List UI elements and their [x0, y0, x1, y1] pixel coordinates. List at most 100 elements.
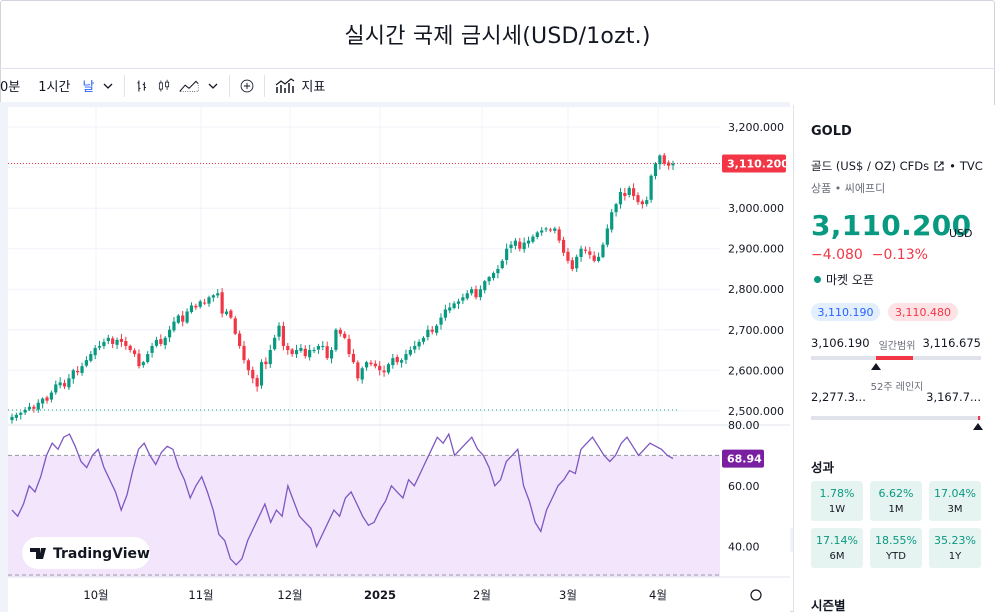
candle-body	[645, 200, 649, 204]
candle-body	[426, 329, 430, 338]
week52-high: 3,167.7...	[926, 390, 981, 404]
chart-pane[interactable]: 3,200.0003,100.0003,000.0002,900.0002,80…	[8, 107, 790, 612]
candle-body	[41, 398, 45, 404]
bid-price-badge: 3,110.190	[811, 303, 880, 321]
price-chart-svg[interactable]: 3,200.0003,100.0003,000.0002,900.0002,80…	[8, 107, 790, 612]
candle-body	[189, 305, 194, 313]
candle-body	[399, 360, 404, 363]
performance-cell[interactable]: 17.14% 6M	[811, 528, 863, 568]
candle-body	[369, 362, 373, 365]
candle-body	[338, 329, 342, 334]
day-high: 3,116.675	[922, 336, 981, 350]
candle-body	[281, 325, 286, 346]
symbol-description: 골드 (US$ / OZ) CFDs	[811, 159, 930, 173]
performance-cell[interactable]: 6.62% 1M	[870, 481, 922, 521]
candle-body	[658, 155, 662, 165]
settings-gear-icon[interactable]	[750, 589, 762, 601]
candle-body	[662, 155, 666, 164]
candle-body	[483, 281, 487, 291]
time-axis-label: 12월	[277, 588, 302, 602]
bullet-separator: •	[949, 159, 956, 173]
external-link-icon[interactable]	[933, 160, 945, 172]
candle-body	[316, 345, 321, 350]
performance-cell[interactable]: 35.23% 1Y	[929, 528, 981, 568]
bar-chart-style-button[interactable]	[131, 75, 153, 97]
current-price-tag	[722, 154, 786, 173]
last-price: 3,110.200	[811, 209, 972, 242]
candle-chart-style-button[interactable]	[153, 75, 175, 97]
candle-body	[303, 348, 307, 357]
price-axis-label: 2,900.000	[728, 243, 784, 256]
candle-body	[76, 370, 80, 373]
exchange-name: TVC	[959, 159, 983, 173]
candle-body	[535, 232, 539, 237]
candle-body	[181, 315, 185, 322]
toolbar-divider	[264, 74, 266, 97]
performance-cell[interactable]: 17.04% 3M	[929, 481, 981, 521]
rsi-value-tag-label: 68.94	[727, 453, 762, 466]
performance-period: 1M	[888, 504, 904, 515]
performance-cell[interactable]: 18.55% YTD	[870, 528, 922, 568]
candle-body	[54, 384, 58, 393]
candle-body	[242, 345, 246, 361]
toolbar-divider	[124, 74, 126, 97]
candle-body	[618, 191, 623, 205]
candle-body	[194, 305, 198, 308]
candle-body	[526, 240, 531, 244]
day-range-label: 일간범위	[878, 341, 916, 352]
day-range-bar	[811, 356, 981, 360]
candle-body	[264, 361, 268, 365]
candle-body	[461, 297, 465, 301]
candle-body	[299, 347, 303, 351]
price-change: −4.080 −0.13%	[811, 247, 928, 263]
performance-period: 1Y	[948, 551, 962, 562]
time-axis-label: 11월	[188, 588, 213, 602]
chart-style-dropdown[interactable]	[203, 69, 223, 103]
candle-body	[246, 360, 250, 371]
price-axis-label: 2,500.000	[728, 405, 784, 418]
candle-body	[27, 406, 32, 410]
change-percent: −0.13%	[871, 247, 928, 263]
performance-cell[interactable]: 1.78% 1W	[811, 481, 863, 521]
symbol-category: 상품 • 씨에프디	[811, 182, 886, 195]
candle-body	[198, 301, 202, 307]
candle-body	[334, 329, 338, 350]
candle-body	[329, 350, 334, 359]
candle-body	[614, 204, 618, 213]
week52-range-marker-icon	[972, 423, 983, 430]
candle-body	[430, 329, 434, 332]
interval-dropdown[interactable]	[98, 69, 118, 103]
candle-body	[465, 293, 469, 299]
candle-body	[386, 364, 391, 373]
week52-low: 2,277.3...	[811, 390, 866, 404]
candle-body	[592, 255, 596, 261]
performance-grid: 1.78% 1W 6.62% 1M 17.04% 3M 17.14% 6M 18…	[811, 481, 981, 568]
candle-body	[132, 350, 137, 355]
candle-body	[470, 289, 474, 294]
watermark-background	[22, 537, 150, 569]
candle-body	[308, 350, 312, 358]
candle-body	[176, 315, 180, 323]
area-chart-style-button[interactable]	[175, 75, 203, 97]
interval-1h[interactable]: 1시간	[38, 80, 71, 95]
candle-body	[649, 175, 653, 200]
candle-body	[10, 416, 14, 421]
performance-title: 성과	[811, 460, 835, 475]
candle-body	[653, 163, 658, 177]
symbol-name[interactable]: GOLD	[811, 124, 852, 139]
candle-body	[671, 163, 675, 166]
candle-body	[435, 325, 439, 333]
interval-10m[interactable]: 0분	[0, 80, 21, 95]
indicators-button[interactable]: 지표	[271, 69, 329, 103]
candle-body	[49, 392, 53, 400]
candle-body	[312, 350, 316, 352]
compare-add-button[interactable]	[236, 75, 258, 97]
watermark-text: TradingView	[53, 546, 150, 562]
candle-body	[216, 293, 220, 296]
interval-day[interactable]: 날	[82, 80, 95, 95]
candle-body	[605, 228, 609, 245]
chart-area[interactable]: 3,200.0003,100.0003,000.0002,900.0002,80…	[0, 102, 790, 612]
candle-body	[150, 345, 154, 353]
ohlc-bars-icon	[137, 80, 147, 91]
performance-value: 35.23%	[934, 534, 976, 547]
